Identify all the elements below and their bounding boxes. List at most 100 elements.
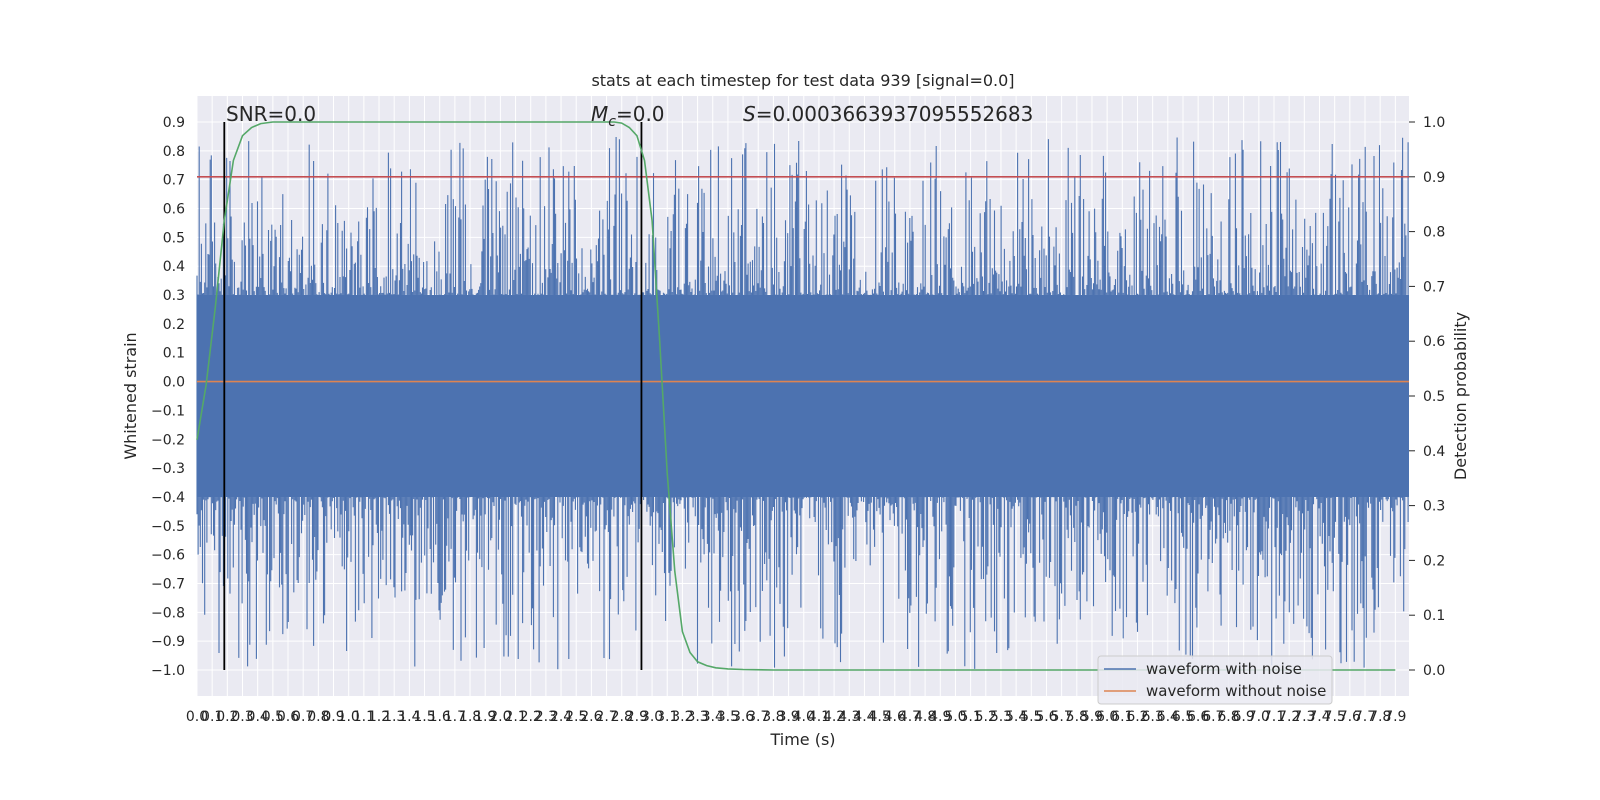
y2-tick-label: 0.7: [1423, 279, 1445, 295]
y-tick-label: 0.0: [163, 375, 185, 391]
y-tick-label: −0.3: [151, 461, 185, 477]
x-tick-label: 2.3: [535, 709, 557, 725]
x-tick-label: 6.4: [1157, 709, 1179, 725]
x-tick-label: 3.1: [656, 709, 678, 725]
x-tick-label: 0.6: [277, 709, 299, 725]
y-tick-label: 0.4: [163, 259, 185, 275]
x-tick-label: 2.1: [504, 709, 526, 725]
mc-value: =0.0: [616, 102, 665, 126]
series-detection-probability: [196, 121, 1396, 671]
x-tick-label: 4.0: [793, 709, 815, 725]
x-tick-label: 7.0: [1248, 709, 1270, 725]
x-tick-label: 0.7: [292, 709, 314, 725]
x-tick-label: 1.8: [459, 709, 481, 725]
mc-subscript: c: [608, 114, 616, 130]
x-tick-label: 6.6: [1187, 709, 1209, 725]
x-tick-label: 2.4: [550, 709, 572, 725]
x-tick-label: 0.0: [186, 709, 208, 725]
x-tick-label: 4.6: [884, 709, 906, 725]
y-tick-label: 0.5: [163, 230, 185, 246]
x-tick-label: 6.3: [1142, 709, 1164, 725]
x-tick-label: 6.8: [1217, 709, 1239, 725]
y2-tick-label: 0.8: [1423, 225, 1445, 241]
x-tick-label: 1.1: [353, 709, 375, 725]
x-tick-label: 4.1: [808, 709, 830, 725]
y2-tick-label: 0.5: [1423, 389, 1445, 405]
x-tick-label: 3.7: [747, 709, 769, 725]
legend-label-noise: waveform with noise: [1146, 660, 1302, 678]
x-tick-label: 6.1: [1111, 709, 1133, 725]
y2-tick-label: 0.2: [1423, 553, 1445, 569]
y-axis-label: Whitened strain: [121, 332, 140, 459]
x-tick-label: 6.7: [1202, 709, 1224, 725]
y2-tick-label: 1.0: [1423, 115, 1445, 131]
legend-box: [1097, 655, 1333, 705]
x-tick-label: 5.3: [990, 709, 1012, 725]
x-tick-label: 6.0: [1096, 709, 1118, 725]
series-waveform-with-noise: [197, 295, 1409, 497]
y2-tick-label: 0.3: [1423, 499, 1445, 515]
y-tick-label: −0.8: [151, 605, 185, 621]
legend-label-clean: waveform without noise: [1146, 682, 1326, 700]
y-tick-label: 0.1: [163, 346, 185, 362]
x-tick-label: 3.2: [671, 709, 693, 725]
x-tick-label: 7.1: [1263, 709, 1285, 725]
x-tick-label: 1.9: [474, 709, 496, 725]
y2-tick-label: 0.9: [1423, 170, 1445, 186]
x-tick-label: 1.7: [444, 709, 466, 725]
x-tick-label: 5.2: [975, 709, 997, 725]
x-tick-label: 1.5: [413, 709, 435, 725]
snr-annotation: SNR=0.0: [226, 102, 316, 126]
x-tick-label: 6.5: [1172, 709, 1194, 725]
x-tick-label: 7.7: [1354, 709, 1376, 725]
y-tick-label: −0.9: [151, 634, 185, 650]
mc-annotation: Mc=0.0: [591, 102, 665, 130]
x-tick-label: 3.4: [702, 709, 724, 725]
x-tick-label: 5.4: [1005, 709, 1027, 725]
x-tick-label: 5.6: [1035, 709, 1057, 725]
y-tick-label: −0.7: [151, 576, 185, 592]
y-tick-label: −0.1: [151, 403, 185, 419]
x-tick-label: 3.8: [762, 709, 784, 725]
x-tick-label: 5.0: [944, 709, 966, 725]
y-tick-label: 0.8: [163, 144, 185, 160]
x-tick-label: 5.8: [1066, 709, 1088, 725]
y2-tick-label: 0.1: [1423, 608, 1445, 624]
y2-axis-ticks: 0.0 0.1 0.2 0.3 0.4 0.5 0.6 0.7 0.8 0.9 1.0: [1409, 115, 1445, 679]
x-tick-label: 2.0: [489, 709, 511, 725]
y-tick-label: 0.9: [163, 115, 185, 131]
x-tick-label: 2.7: [595, 709, 617, 725]
x-tick-label: 4.2: [823, 709, 845, 725]
x-tick-label: 5.1: [959, 709, 981, 725]
legend: waveform with noise waveform without noi…: [1097, 655, 1333, 705]
x-tick-label: 2.2: [520, 709, 542, 725]
x-tick-label: 3.9: [777, 709, 799, 725]
x-tick-label: 3.5: [717, 709, 739, 725]
x-tick-label: 4.9: [929, 709, 951, 725]
x-tick-label: 0.3: [231, 709, 253, 725]
x-tick-label: 4.3: [838, 709, 860, 725]
chart-title: stats at each timestep for test data 939…: [591, 71, 1014, 90]
x-axis-ticks: 0.00.10.20.30.40.50.60.70.80.91.01.11.21…: [186, 709, 1407, 725]
x-tick-label: 1.0: [338, 709, 360, 725]
x-tick-label: 2.8: [611, 709, 633, 725]
y-tick-label: −0.6: [151, 548, 185, 564]
x-tick-label: 7.3: [1293, 709, 1315, 725]
x-tick-label: 2.9: [626, 709, 648, 725]
x-tick-label: 1.4: [398, 709, 420, 725]
x-tick-label: 0.5: [262, 709, 284, 725]
x-tick-label: 0.2: [216, 709, 238, 725]
x-tick-label: 1.2: [368, 709, 390, 725]
y2-tick-label: 0.6: [1423, 334, 1445, 350]
x-tick-label: 3.0: [641, 709, 663, 725]
y-tick-label: 0.7: [163, 173, 185, 189]
s-annotation: S=0.0003663937095552683: [743, 102, 1033, 126]
x-tick-label: 6.9: [1233, 709, 1255, 725]
x-tick-label: 0.4: [247, 709, 269, 725]
y-tick-label: −0.2: [151, 432, 185, 448]
x-tick-label: 3.6: [732, 709, 754, 725]
y-tick-label: 0.2: [163, 317, 185, 333]
x-axis-label: Time (s): [769, 730, 835, 749]
x-tick-label: 1.6: [429, 709, 451, 725]
x-tick-label: 5.9: [1081, 709, 1103, 725]
